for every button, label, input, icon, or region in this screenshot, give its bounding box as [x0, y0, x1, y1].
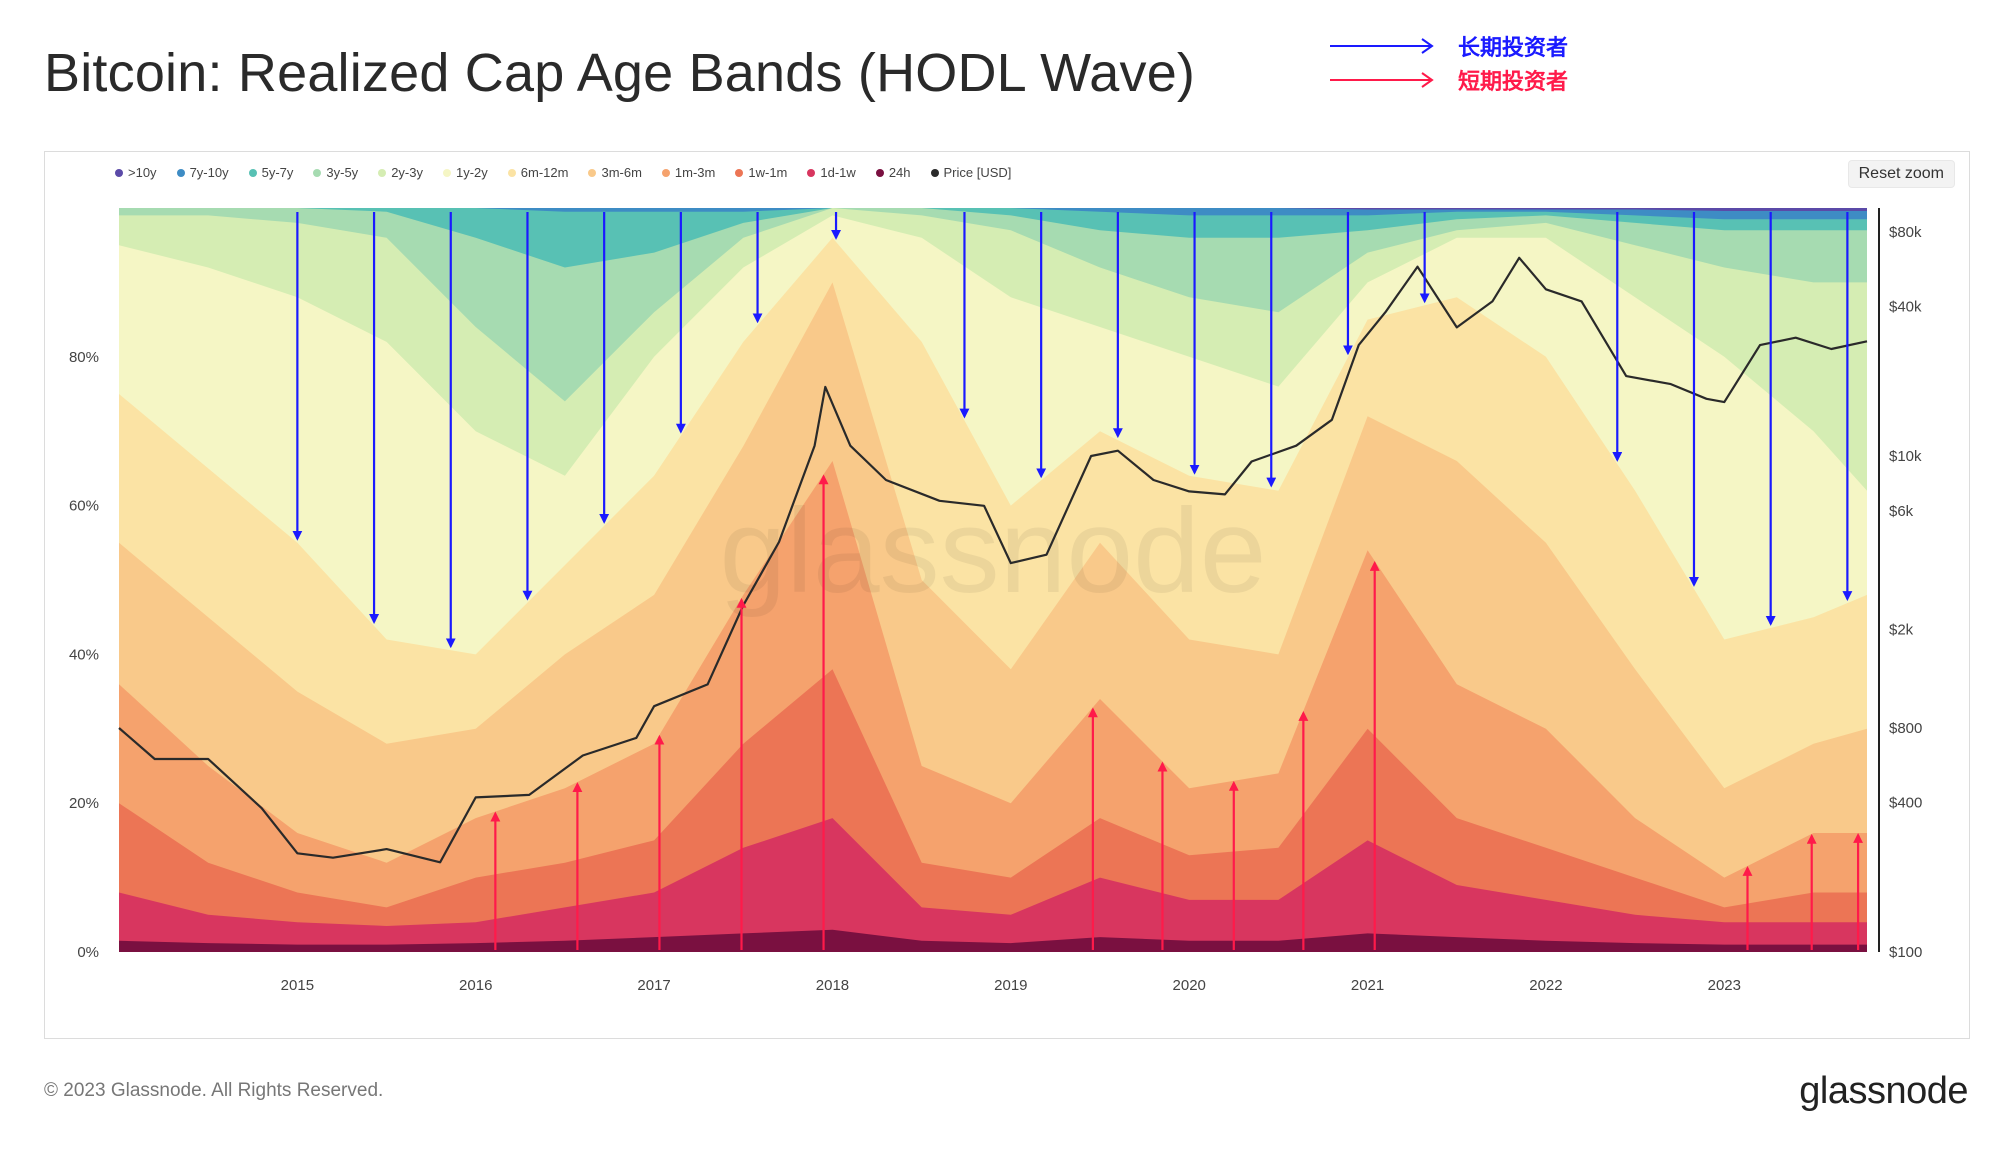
- legend-label: 2y-3y: [391, 165, 423, 180]
- chart-legend: >10y 7y-10y 5y-7y 3y-5y 2y-3y 1y-2y 6m-12m 3m-6…: [115, 165, 1031, 180]
- x-tick-label: 2016: [459, 977, 492, 994]
- legend-item[interactable]: 1y-2y: [442, 165, 488, 180]
- legend-dot-icon: [588, 168, 597, 177]
- legend-item[interactable]: >10y: [115, 165, 157, 180]
- legend-dot-icon: [875, 168, 884, 177]
- y-right-tick-label: $80k: [1889, 224, 1922, 241]
- y-right-tick-label: $6k: [1889, 503, 1914, 520]
- long-term-arrow-icon: [1330, 38, 1434, 54]
- y-right-tick-label: $40k: [1889, 299, 1922, 316]
- chart-canvas: glassnode 2015 2016 2017 2018 2019 2020 2021 202…: [69, 208, 1922, 994]
- band-24h: [119, 929, 1867, 952]
- x-tick-label: 2018: [816, 977, 849, 994]
- legend-item[interactable]: 1w-1m: [735, 165, 787, 180]
- legend-item[interactable]: 5y-7y: [248, 165, 294, 180]
- legend-label: Price [USD]: [943, 165, 1012, 180]
- legend-item[interactable]: 1m-3m: [661, 165, 716, 180]
- y-right-tick-label: $10k: [1889, 448, 1922, 465]
- legend-item[interactable]: Price [USD]: [930, 165, 1012, 180]
- legend-dot-icon: [661, 168, 670, 177]
- short-term-label: 短期投资者: [1458, 70, 1569, 95]
- legend-dot-icon: [807, 168, 816, 177]
- watermark-text: glassnode: [719, 484, 1266, 618]
- legend-label: 3y-5y: [326, 165, 359, 180]
- y-left-tick-label: 40%: [69, 646, 99, 663]
- legend-item[interactable]: 6m-12m: [507, 165, 569, 180]
- legend-dot-icon: [313, 168, 322, 177]
- legend-item[interactable]: 3m-6m: [588, 165, 642, 180]
- short-term-annotation: 短期投资者: [1328, 64, 1568, 96]
- legend-item[interactable]: 3y-5y: [313, 165, 358, 180]
- legend-label: 1d-1w: [820, 165, 856, 180]
- legend-label: 5y-7y: [261, 165, 294, 180]
- x-tick-label: 2017: [637, 977, 670, 994]
- legend-dot-icon: [115, 168, 123, 177]
- legend-dot-icon: [442, 168, 451, 177]
- y-left-tick-label: 0%: [77, 944, 99, 961]
- y-right-tick-label: $800: [1889, 720, 1922, 737]
- long-term-annotation: 长期投资者: [1328, 30, 1568, 62]
- x-tick-label: 2019: [994, 977, 1027, 994]
- x-tick-label: 2022: [1529, 977, 1562, 994]
- y-left-tick-label: 80%: [69, 349, 99, 366]
- legend-label: 7y-10y: [189, 165, 229, 180]
- legend-item[interactable]: 2y-3y: [378, 165, 423, 180]
- short-term-arrow-icon: [1330, 72, 1434, 88]
- x-tick-label: 2021: [1351, 977, 1384, 994]
- legend-label: 1w-1m: [748, 165, 788, 180]
- legend-item[interactable]: 24h: [875, 165, 911, 180]
- x-tick-label: 2015: [281, 977, 314, 994]
- legend-label: 1m-3m: [674, 165, 716, 180]
- y-right-tick-label: $2k: [1889, 621, 1914, 638]
- legend-dot-icon: [507, 168, 516, 177]
- legend-item[interactable]: 7y-10y: [176, 165, 229, 180]
- band-1d-1w: [119, 818, 1867, 952]
- legend-label: 24h: [888, 165, 911, 180]
- legend-dot-icon: [176, 168, 185, 177]
- legend-label: 3m-6m: [601, 165, 642, 180]
- legend-dot-icon: [378, 168, 387, 177]
- page-title: Bitcoin: Realized Cap Age Bands (HODL Wa…: [44, 43, 1196, 103]
- reset-zoom-button[interactable]: Reset zoom: [1847, 160, 1955, 188]
- legend-item[interactable]: 1d-1w: [807, 165, 856, 180]
- y-left-tick-label: 60%: [69, 498, 99, 515]
- x-tick-label: 2020: [1173, 977, 1206, 994]
- y-right-tick-label: $100: [1889, 944, 1922, 961]
- copyright-text: © 2023 Glassnode. All Rights Reserved.: [44, 1080, 384, 1101]
- legend-dot-icon: [248, 168, 257, 177]
- y-right-tick-label: $400: [1889, 795, 1922, 812]
- glassnode-logo: glassnode: [1799, 1070, 1968, 1112]
- price-line: [118, 256, 1868, 864]
- legend-dot-icon: [930, 168, 939, 177]
- y-left-tick-label: 20%: [69, 795, 99, 812]
- legend-label: >10y: [128, 165, 157, 180]
- long-term-label: 长期投资者: [1458, 36, 1569, 61]
- legend-label: 1y-2y: [455, 165, 488, 180]
- legend-label: 6m-12m: [520, 165, 569, 180]
- chart-container: >10y 7y-10y 5y-7y 3y-5y 2y-3y 1y-2y 6m-12m 3m-6…: [44, 151, 1970, 1039]
- legend-dot-icon: [735, 168, 744, 177]
- x-tick-label: 2023: [1708, 977, 1741, 994]
